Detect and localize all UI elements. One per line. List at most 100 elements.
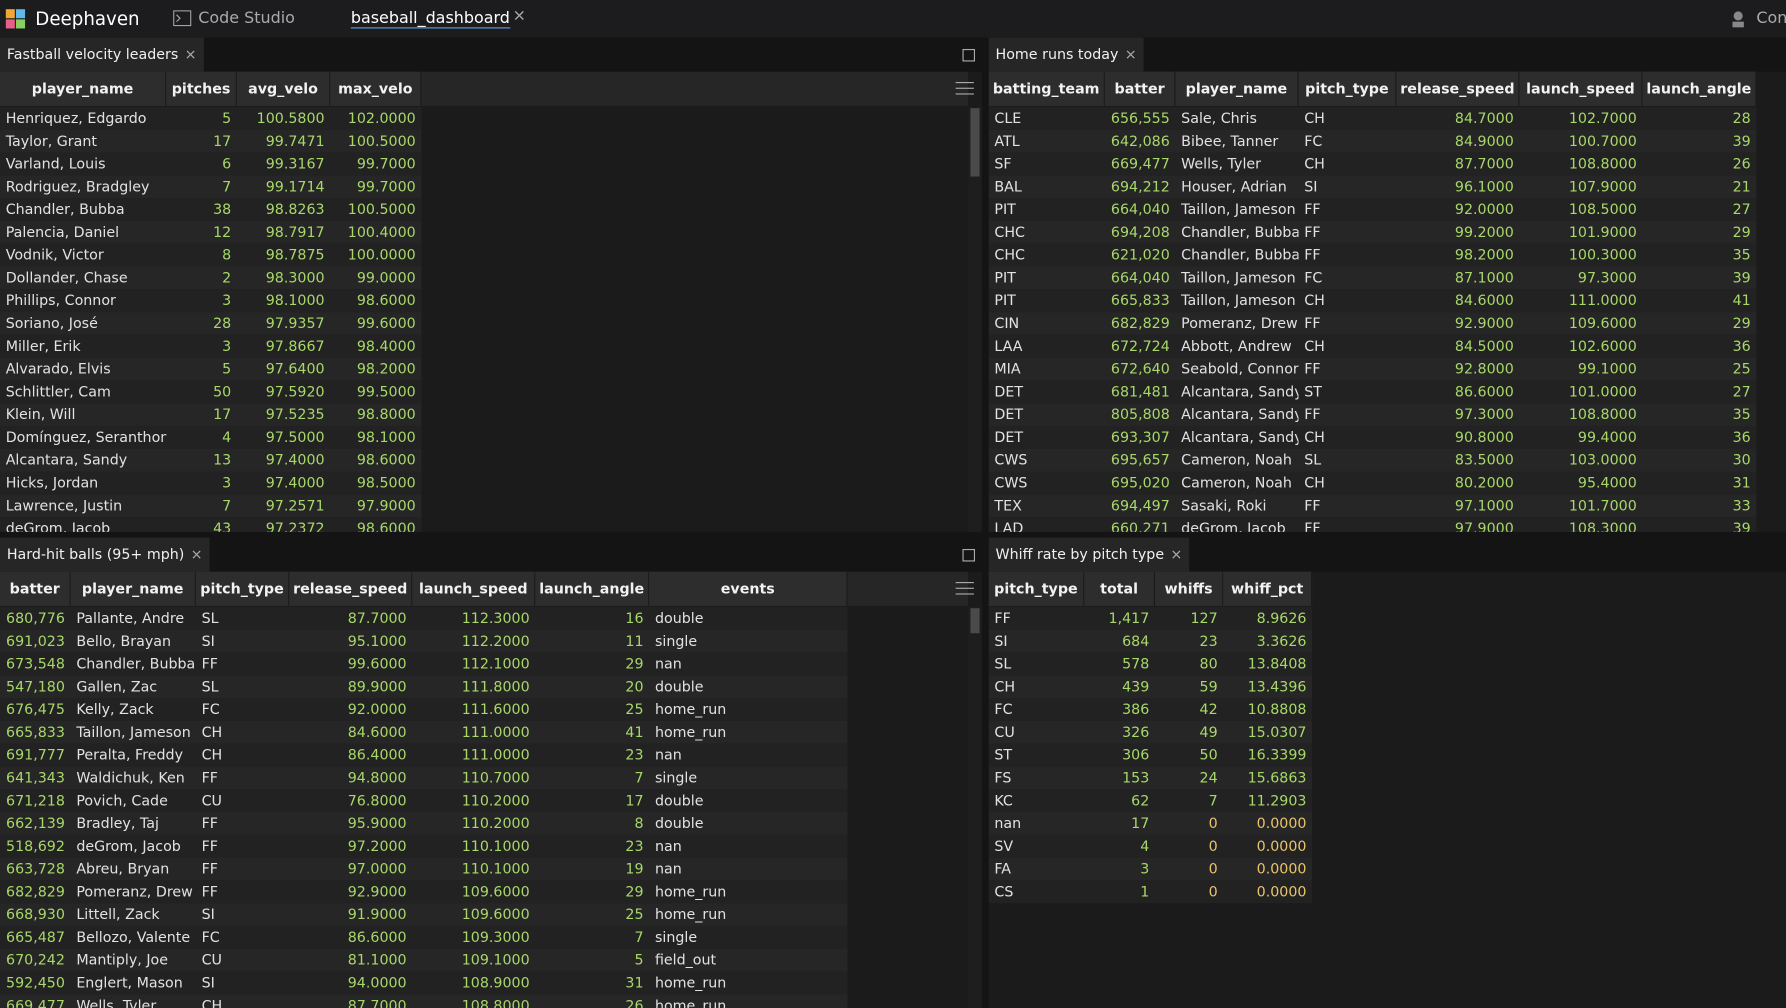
console-link[interactable]: Con xyxy=(1756,9,1786,28)
column-header[interactable]: pitch_type xyxy=(195,571,290,606)
table-cell: 108.3000 xyxy=(1568,519,1637,532)
table-cell: Chandler, Bubba xyxy=(1181,246,1299,264)
column-header[interactable]: avg_velo xyxy=(236,71,331,106)
column-header[interactable]: pitch_type xyxy=(1298,71,1397,106)
column-header[interactable]: launch_speed xyxy=(412,571,536,606)
maximize-button[interactable] xyxy=(962,48,976,62)
table-cell: 110.1000 xyxy=(461,859,530,878)
table-cell: CHC xyxy=(994,246,1025,264)
table-cell: 95.9000 xyxy=(347,814,407,832)
panel-tab[interactable]: Fastball velocity leaders × xyxy=(0,37,204,72)
table-cell: Pallante, Andre xyxy=(76,609,185,627)
panel-close[interactable]: × xyxy=(190,545,203,563)
table-cell: 0.0000 xyxy=(1256,859,1307,878)
table-cell: CH xyxy=(201,996,223,1008)
column-header[interactable]: launch_angle xyxy=(1642,71,1757,106)
table-cell: Seabold, Connor xyxy=(1181,359,1299,378)
table-cell: 49 xyxy=(1199,723,1218,741)
table-menu[interactable] xyxy=(955,582,974,596)
table-cell: 97.9357 xyxy=(265,314,325,332)
table-cell: KC xyxy=(994,791,1013,809)
table-cell: home_run xyxy=(654,723,727,741)
column-header[interactable]: player_name xyxy=(70,571,196,606)
panel-close[interactable]: × xyxy=(1124,45,1137,63)
table-cell: 97.9000 xyxy=(356,496,416,514)
column-header[interactable]: player_name xyxy=(0,71,167,106)
table-row xyxy=(988,675,1313,699)
column-header[interactable]: whiff_pct xyxy=(1223,571,1313,606)
column-header[interactable]: player_name xyxy=(1175,71,1299,106)
table-cell: 127 xyxy=(1190,609,1218,627)
tab-close[interactable]: × xyxy=(512,6,526,26)
panel-tab[interactable]: Home runs today × xyxy=(988,37,1144,72)
panel-tab-bar: Fastball velocity leaders × xyxy=(0,37,982,72)
table-row xyxy=(0,789,848,813)
table-cell: 20 xyxy=(625,677,644,695)
table-cell: 98.5000 xyxy=(356,473,416,491)
table-cell: FC xyxy=(1304,268,1323,286)
column-header[interactable]: launch_angle xyxy=(535,571,650,606)
menu-line xyxy=(955,593,974,595)
table-cell: Bello, Brayan xyxy=(76,632,172,650)
table-cell: 2 xyxy=(222,268,232,286)
table-cell: 62 xyxy=(1131,791,1150,809)
column-header[interactable]: pitch_type xyxy=(988,571,1085,606)
maximize-button[interactable] xyxy=(962,548,976,562)
table-cell: 663,728 xyxy=(6,859,65,878)
column-header[interactable]: whiffs xyxy=(1154,571,1224,606)
table-cell: 664,040 xyxy=(1110,200,1170,218)
table-cell: 672,640 xyxy=(1110,359,1170,378)
column-header[interactable]: pitches xyxy=(166,71,237,106)
column-header[interactable]: total xyxy=(1084,571,1155,606)
panel-close[interactable]: × xyxy=(184,45,197,63)
table-row xyxy=(988,312,1757,335)
panel-tab[interactable]: Hard-hit balls (95+ mph) × xyxy=(0,537,210,572)
table-cell: FF xyxy=(201,654,218,672)
table-cell: Henriquez, Edgardo xyxy=(5,109,147,127)
table-cell: 41 xyxy=(1732,291,1751,309)
table-cell: single xyxy=(654,632,698,650)
column-header[interactable]: release_speed xyxy=(289,571,413,606)
table-cell: LAD xyxy=(994,519,1024,532)
tab-code-studio[interactable]: Code Studio xyxy=(198,9,295,28)
column-header[interactable]: events xyxy=(649,571,848,606)
column-header[interactable]: batter xyxy=(1104,71,1176,106)
panel-close[interactable]: × xyxy=(1170,545,1183,563)
table-row xyxy=(0,994,848,1008)
column-header[interactable]: launch_speed xyxy=(1519,71,1643,106)
table-cell: 97.5000 xyxy=(265,428,325,446)
table-cell: 98.1000 xyxy=(265,291,325,309)
table-cell: DET xyxy=(994,428,1024,446)
table-cell: Alcantara, Sandy xyxy=(1181,382,1299,400)
table-cell: SI xyxy=(1304,177,1318,195)
table-cell: Vodnik, Victor xyxy=(5,246,104,264)
table-cell: 99.7000 xyxy=(356,177,416,195)
table-cell: 101.0000 xyxy=(1568,382,1637,400)
column-header[interactable]: max_velo xyxy=(330,71,422,106)
table-cell: 30 xyxy=(1732,451,1751,469)
column-header[interactable]: batting_team xyxy=(988,71,1105,106)
scroll-thumb[interactable] xyxy=(970,608,980,634)
table-cell: double xyxy=(654,791,704,809)
scroll-thumb[interactable] xyxy=(970,108,980,177)
menu-line xyxy=(955,82,974,84)
panel-tab[interactable]: Whiff rate by pitch type × xyxy=(988,537,1190,572)
table-cell: 97.3000 xyxy=(1454,405,1514,423)
table-menu[interactable] xyxy=(955,82,974,96)
table-cell: 42 xyxy=(1199,700,1218,718)
table-row xyxy=(0,334,422,358)
column-header[interactable]: release_speed xyxy=(1396,71,1520,106)
table-cell: 8 xyxy=(222,246,232,264)
table-cell: 0 xyxy=(1208,837,1218,855)
table-cell: 98.4000 xyxy=(356,337,416,355)
table-row xyxy=(0,766,848,790)
tab-dashboard[interactable]: baseball_dashboard xyxy=(350,9,510,29)
table-cell: DET xyxy=(994,405,1024,423)
table-cell: Houser, Adrian xyxy=(1181,177,1287,195)
table-cell: 80.2000 xyxy=(1454,473,1514,491)
column-header[interactable]: batter xyxy=(0,571,71,606)
table-cell: 35 xyxy=(1732,246,1751,264)
table-cell: 35 xyxy=(1732,405,1751,423)
table-cell: SI xyxy=(994,632,1008,650)
